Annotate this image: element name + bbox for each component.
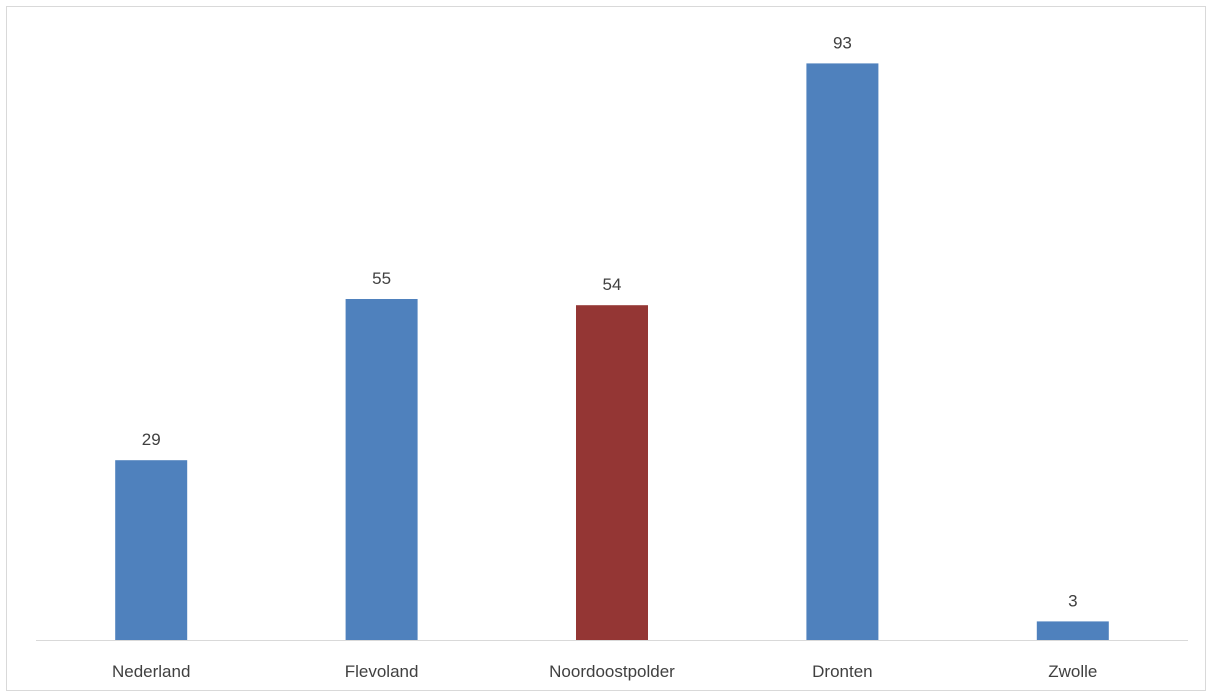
data-labels-group: 29 55 54 93 3 xyxy=(142,33,1078,610)
data-label-dronten: 93 xyxy=(833,33,852,52)
data-label-nederland: 29 xyxy=(142,430,161,449)
bar-nederland xyxy=(115,460,188,640)
bar-zwolle xyxy=(1036,621,1109,640)
x-tick-label-flevoland: Flevoland xyxy=(345,662,419,681)
x-tick-label-noordoostpolder: Noordoostpolder xyxy=(549,662,675,681)
data-label-noordoostpolder: 54 xyxy=(603,275,622,294)
bar-noordoostpolder xyxy=(576,305,648,640)
bar-dronten xyxy=(806,63,879,640)
bars-group xyxy=(115,63,1109,640)
x-tick-label-zwolle: Zwolle xyxy=(1048,662,1097,681)
data-label-flevoland: 55 xyxy=(372,269,391,288)
bar-flevoland xyxy=(345,299,418,640)
x-tick-label-nederland: Nederland xyxy=(112,662,190,681)
x-tick-labels-group: Nederland Flevoland Noordoostpolder Dronten… xyxy=(112,662,1097,681)
x-tick-label-dronten: Dronten xyxy=(812,662,872,681)
data-label-zwolle: 3 xyxy=(1068,591,1077,610)
